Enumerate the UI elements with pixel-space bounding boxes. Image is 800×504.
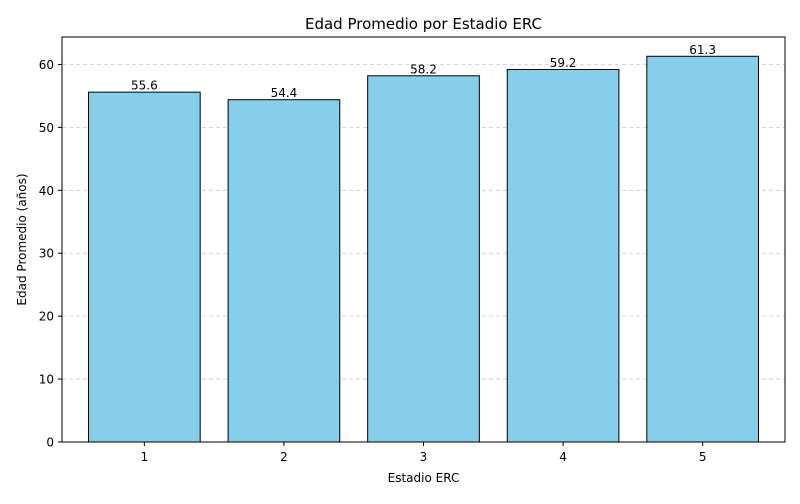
bar-value-label: 58.2: [410, 62, 437, 76]
x-axis: 1 2 3 4 5: [141, 442, 707, 464]
bar-value-labels: 55.6 54.4 58.2 59.2 61.3: [131, 43, 716, 100]
y-axis: 0 10 20 30 40 50 60: [39, 58, 62, 450]
y-tick-label: 50: [39, 121, 54, 135]
x-tick-label: 4: [559, 450, 567, 464]
y-tick-label: 10: [39, 373, 54, 387]
bar-value-label: 54.4: [271, 86, 298, 100]
bar-1: [88, 91, 201, 443]
bar-2: [227, 99, 341, 443]
bar-5: [646, 55, 759, 443]
y-tick-label: 30: [39, 247, 54, 261]
y-tick-label: 60: [39, 58, 54, 72]
x-tick-label: 5: [699, 450, 707, 464]
chart-title: Edad Promedio por Estadio ERC: [305, 15, 542, 33]
bar-value-label: 55.6: [131, 79, 158, 93]
x-tick-label: 3: [420, 450, 428, 464]
bar-value-label: 61.3: [689, 43, 716, 57]
bar-value-label: 59.2: [550, 56, 577, 70]
bar-3: [367, 75, 480, 443]
x-tick-label: 1: [141, 450, 149, 464]
y-tick-label: 0: [46, 436, 54, 450]
y-axis-label: Edad Promedio (años): [15, 173, 29, 305]
x-tick-label: 2: [280, 450, 288, 464]
y-tick-label: 20: [39, 310, 54, 324]
bar-4: [506, 68, 620, 443]
y-tick-label: 40: [39, 184, 54, 198]
x-axis-label: Estadio ERC: [388, 471, 460, 485]
bars: [88, 55, 759, 443]
